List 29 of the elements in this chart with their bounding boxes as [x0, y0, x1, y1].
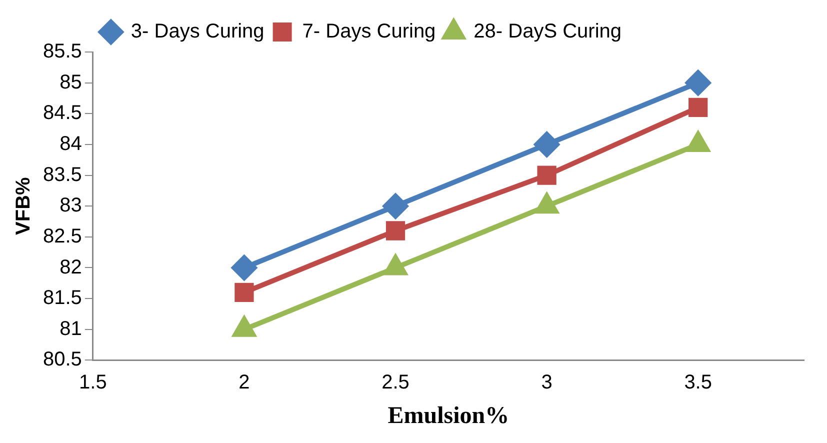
legend-label: 3- Days Curing [130, 20, 264, 43]
y-tick-label: 83 [60, 194, 82, 217]
point [234, 282, 254, 302]
x-tick-label: 2.5 [382, 372, 410, 394]
point [534, 132, 560, 157]
point [232, 255, 257, 280]
x-tick-label: 3.5 [684, 372, 712, 394]
x-tick-label: 3 [541, 372, 552, 394]
point [537, 166, 556, 185]
legend-label: 28- DayS Curing [474, 20, 622, 43]
y-tick-label: 81 [60, 318, 82, 340]
y-tick-label: 85.5 [42, 40, 82, 63]
x-axis-title: Emulsion% [388, 402, 510, 429]
point [688, 98, 708, 118]
point [386, 221, 406, 240]
y-tick-label: 84 [60, 132, 82, 155]
legend-label: 7- Days Curing [302, 20, 436, 43]
x-tick-label: 1.5 [79, 372, 107, 394]
y-tick-label: 82.5 [42, 225, 82, 248]
y-tick-label: 83.5 [42, 164, 82, 186]
x-tick-label: 2 [238, 372, 250, 394]
point [383, 194, 408, 219]
y-tick-label: 81.5 [42, 287, 82, 310]
point [686, 70, 711, 96]
y-tick-label: 82 [60, 256, 82, 278]
y-tick-label: 80.5 [42, 348, 82, 371]
y-axis-title: VFB% [12, 177, 35, 235]
y-tick-label: 85 [60, 71, 82, 94]
y-tick-label: 84.5 [42, 102, 82, 124]
